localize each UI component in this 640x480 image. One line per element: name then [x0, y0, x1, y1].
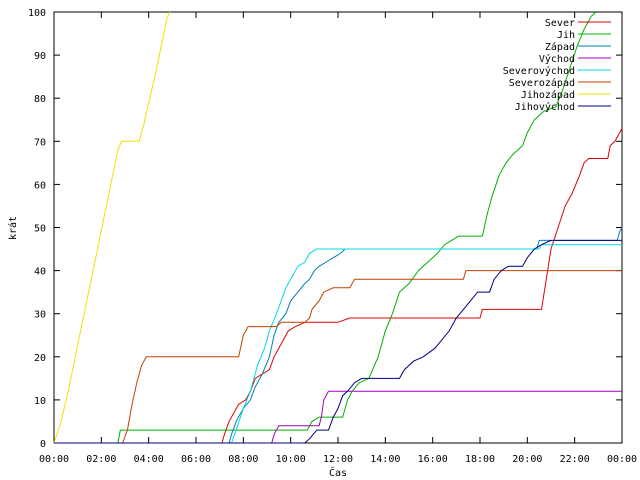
- x-tick-label: 16:00: [418, 454, 448, 465]
- legend-label: Severozápad: [509, 77, 575, 89]
- y-tick-label: 0: [40, 439, 46, 450]
- x-tick-label: 08:00: [228, 454, 258, 465]
- y-tick-label: 60: [34, 180, 46, 191]
- series-line: [53, 11, 171, 444]
- x-tick-label: 10:00: [276, 454, 306, 465]
- legend-label: Jihovýchod: [515, 101, 575, 113]
- x-tick-label: 12:00: [323, 454, 353, 465]
- x-axis-label: Čas: [329, 466, 347, 479]
- y-tick-label: 30: [34, 310, 46, 321]
- series-line: [54, 390, 622, 444]
- y-tick-label: 90: [34, 51, 46, 62]
- legend-label: Jihozápad: [521, 89, 575, 101]
- series-lines: [53, 11, 623, 444]
- legend-label: Východ: [539, 53, 575, 65]
- y-tick-label: 10: [34, 396, 46, 407]
- y-tick-label: 100: [28, 8, 46, 19]
- series-line: [54, 270, 622, 444]
- y-axis-label: krát: [7, 216, 19, 240]
- legend-label: Severovýchod: [503, 65, 575, 77]
- legend-label: Západ: [545, 41, 575, 53]
- series-line: [54, 239, 622, 444]
- series-line: [54, 227, 623, 444]
- x-tick-label: 18:00: [465, 454, 495, 465]
- y-tick-label: 50: [34, 224, 46, 235]
- x-tick-label: 14:00: [370, 454, 400, 465]
- y-tick-label: 40: [34, 267, 46, 278]
- x-tick-label: 20:00: [512, 454, 542, 465]
- legend-label: Jih: [557, 30, 575, 41]
- x-tick-label: 00:00: [607, 454, 637, 465]
- series-line: [54, 244, 622, 444]
- x-tick-label: 02:00: [86, 454, 116, 465]
- y-tick-label: 70: [34, 137, 46, 148]
- legend-label: Sever: [545, 18, 575, 29]
- series-line: [54, 128, 623, 444]
- series-line: [54, 11, 597, 444]
- y-tick-label: 80: [34, 94, 46, 105]
- y-tick-label: 20: [34, 353, 46, 364]
- x-tick-label: 06:00: [181, 454, 211, 465]
- axis-ticks: 00:00 02:00 04:00 06:00 08:00 10:00 12:00 14:00…: [28, 8, 637, 465]
- legend: SeverJihZápadVýchodSeverovýchodSeverozáp…: [503, 18, 611, 113]
- x-tick-label: 22:00: [560, 454, 590, 465]
- x-tick-label: 00:00: [39, 454, 69, 465]
- x-tick-label: 04:00: [134, 454, 164, 465]
